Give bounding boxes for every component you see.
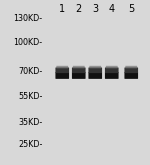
FancyBboxPatch shape [89,66,101,68]
Text: 3: 3 [92,4,98,14]
Text: 1: 1 [59,4,65,14]
FancyBboxPatch shape [125,66,137,68]
Text: 35KD-: 35KD- [18,118,43,127]
Text: 5: 5 [128,4,134,14]
FancyBboxPatch shape [105,72,119,79]
Text: 55KD-: 55KD- [18,92,43,101]
FancyBboxPatch shape [56,67,69,73]
Text: 100KD-: 100KD- [14,38,43,47]
FancyBboxPatch shape [88,67,102,73]
FancyBboxPatch shape [106,66,118,68]
Text: 4: 4 [109,4,115,14]
FancyBboxPatch shape [56,66,68,68]
FancyBboxPatch shape [105,67,119,73]
Text: 2: 2 [76,4,82,14]
Text: 70KD-: 70KD- [18,67,43,76]
FancyBboxPatch shape [124,67,138,73]
Text: 25KD-: 25KD- [18,140,43,149]
FancyBboxPatch shape [73,66,85,68]
Text: 130KD-: 130KD- [14,15,43,23]
FancyBboxPatch shape [88,72,102,79]
FancyBboxPatch shape [72,67,86,73]
FancyBboxPatch shape [72,72,86,79]
FancyBboxPatch shape [56,72,69,79]
FancyBboxPatch shape [124,72,138,79]
